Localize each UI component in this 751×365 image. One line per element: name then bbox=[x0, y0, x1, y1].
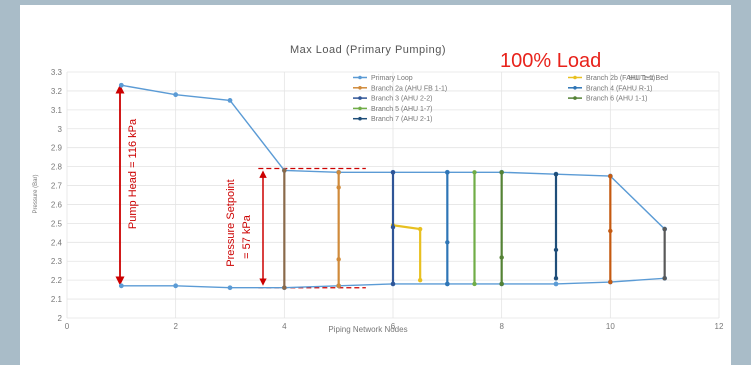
y-tick-label: 3.2 bbox=[51, 87, 63, 96]
series-point bbox=[173, 283, 179, 289]
pump-head-label: Pump Head = 116 kPa bbox=[127, 118, 139, 229]
y-tick-label: 2.9 bbox=[51, 144, 63, 153]
x-tick-label: 12 bbox=[715, 322, 724, 331]
series-point bbox=[390, 170, 396, 175]
series-point bbox=[608, 279, 613, 285]
setpoint-label: Pressure Setpoint bbox=[225, 179, 237, 266]
series-point bbox=[445, 170, 450, 175]
y-tick-label: 2.1 bbox=[51, 295, 63, 304]
legend-marker bbox=[358, 86, 362, 90]
series-point bbox=[553, 171, 559, 177]
series-point bbox=[336, 170, 341, 175]
series-line bbox=[392, 224, 422, 281]
series-point bbox=[445, 240, 450, 245]
series-point bbox=[472, 170, 477, 175]
y-tick-label: 3.1 bbox=[51, 106, 63, 115]
series-point bbox=[553, 276, 559, 281]
legend-marker bbox=[573, 86, 577, 90]
series bbox=[118, 82, 668, 291]
series-point bbox=[445, 281, 450, 287]
legend-text: Branch 2a (AHU FB 1-1) bbox=[371, 85, 447, 92]
y-tick-label: 3.3 bbox=[51, 68, 63, 77]
legend-marker bbox=[358, 96, 362, 100]
y-tick-label: 2.6 bbox=[51, 200, 63, 209]
x-tick-label: 8 bbox=[499, 322, 504, 331]
series-point bbox=[499, 170, 504, 175]
series-point bbox=[336, 257, 341, 262]
y-tick-label: 2.4 bbox=[51, 238, 63, 247]
y-tick-label: 2.3 bbox=[51, 257, 63, 266]
legend-text: Branch 3 (AHU 2-2) bbox=[371, 96, 432, 103]
series-point bbox=[662, 226, 667, 232]
series-point bbox=[390, 281, 396, 287]
series-point bbox=[417, 226, 423, 232]
series-point bbox=[118, 283, 124, 289]
series-point bbox=[608, 228, 613, 234]
series-point bbox=[499, 281, 504, 287]
series-point bbox=[417, 277, 423, 283]
legend-text: Branch 5 (AHU 1-7) bbox=[371, 106, 432, 113]
x-axis-label: Piping Network Nodes bbox=[328, 325, 407, 334]
setpoint-value-label: = 57 kPa bbox=[241, 214, 253, 259]
series-point bbox=[499, 255, 504, 260]
y-tick-label: 3 bbox=[58, 125, 63, 134]
series-point bbox=[553, 281, 559, 287]
y-tick-label: 2.7 bbox=[51, 182, 63, 191]
legend-marker bbox=[573, 96, 577, 100]
legend-text: Branch 6 (AHU 1-1) bbox=[586, 96, 647, 103]
y-tick-label: 2.8 bbox=[51, 163, 63, 172]
axis-ticks: 22.12.22.32.42.52.62.72.82.933.13.23.30 2… bbox=[51, 68, 724, 331]
legend-marker bbox=[573, 75, 577, 80]
y-tick-label: 2 bbox=[58, 314, 63, 323]
series-point bbox=[227, 97, 233, 103]
legend-text: Primary Loop bbox=[371, 75, 413, 82]
legend-text-hu-test-bed: HU Test Bed bbox=[629, 75, 668, 82]
legend-text: Branch 7 (AHU 2-1) bbox=[371, 116, 432, 123]
series-point bbox=[472, 281, 477, 287]
y-tick-label: 2.5 bbox=[51, 219, 63, 228]
slide: Max Load (Primary Pumping) 100% Load 2 2.… bbox=[20, 5, 731, 365]
legend-marker bbox=[358, 116, 362, 121]
series-point bbox=[336, 283, 341, 289]
legend-text: Branch 2b (FAHU 1-1) bbox=[586, 75, 655, 82]
chart: Max Load (Primary Pumping) 100% Load 2 2.… bbox=[33, 44, 724, 334]
chart-title: Max Load (Primary Pumping) bbox=[290, 44, 446, 56]
series-point bbox=[282, 168, 287, 173]
series-point bbox=[608, 173, 613, 179]
legend: HU Test Bed Primary Loop Branch 2a (AHU F… bbox=[353, 75, 668, 123]
series-point bbox=[173, 92, 179, 98]
y-tick-label: 2.2 bbox=[51, 276, 63, 285]
legend-text: Branch 4 (FAHU R-1) bbox=[586, 85, 653, 92]
y-axis-label: Pressure (Bar) bbox=[33, 174, 39, 213]
legend-marker bbox=[358, 106, 362, 111]
x-tick-label: 4 bbox=[282, 322, 287, 331]
x-tick-label: 10 bbox=[606, 322, 615, 331]
legend-marker bbox=[358, 75, 362, 80]
series-point bbox=[553, 247, 559, 253]
series-point bbox=[282, 285, 287, 290]
series-point bbox=[336, 185, 341, 190]
series-point bbox=[227, 285, 233, 291]
x-tick-label: 2 bbox=[173, 322, 178, 331]
x-tick-label: 6 bbox=[391, 322, 396, 331]
series-point bbox=[390, 224, 396, 230]
series-point bbox=[118, 82, 124, 88]
x-tick-label: 0 bbox=[65, 322, 70, 331]
load-label: 100% Load bbox=[500, 50, 601, 72]
series-point bbox=[662, 276, 667, 281]
